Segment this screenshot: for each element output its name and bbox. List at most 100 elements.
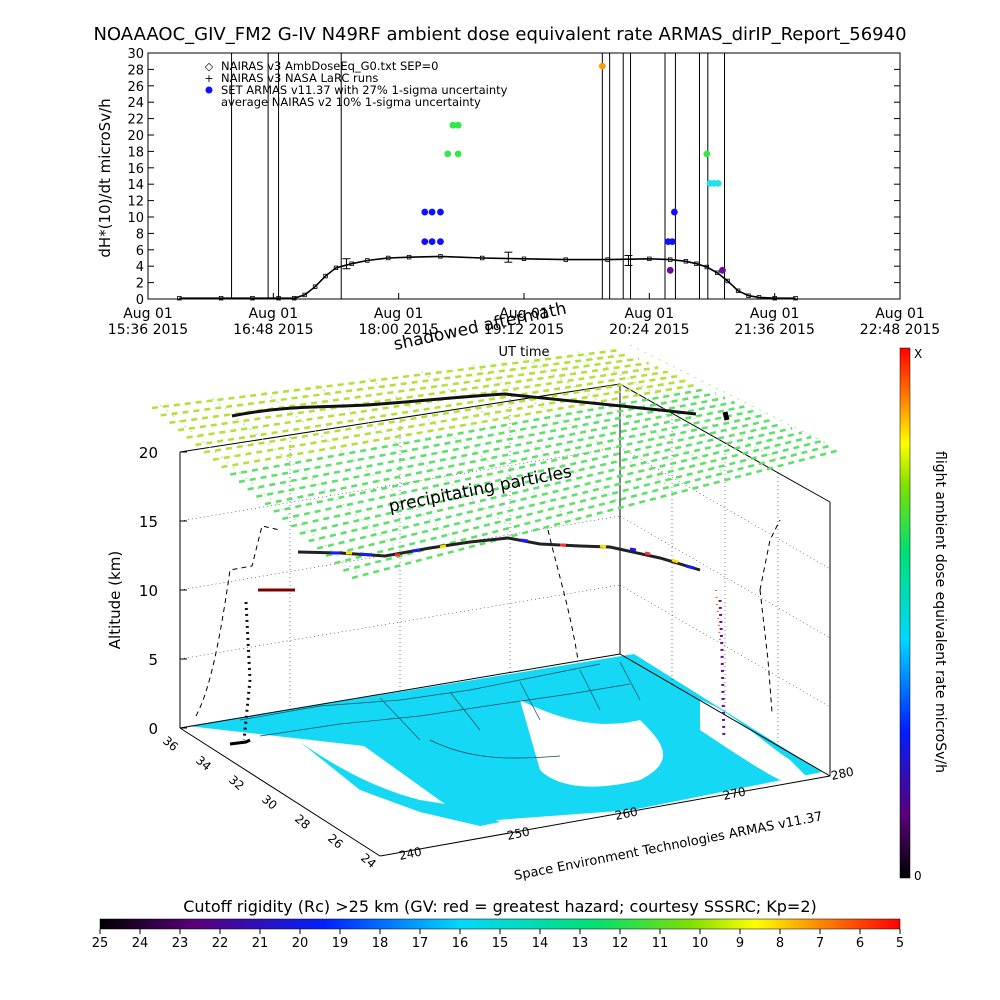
- mesh-line: [212, 379, 688, 462]
- state-borders: [239, 661, 641, 759]
- rc-colorbar-title: Cutoff rigidity (Rc) >25 km (GV: red = g…: [183, 897, 817, 916]
- y-tick-label: 18: [127, 145, 144, 160]
- rc-tick-label: 9: [736, 936, 744, 951]
- mesh-line: [195, 370, 669, 447]
- dose-colorbar-strip: [899, 347, 911, 879]
- longitude-tick-label: 240: [398, 844, 423, 862]
- rc-colorbar-strip: [99, 918, 901, 930]
- y-tick-label: 16: [127, 162, 144, 177]
- atlantic-water: [700, 700, 810, 780]
- y-tick-label: 10: [127, 211, 144, 226]
- armas-point: [421, 208, 429, 216]
- longitude-tick-label: 250: [506, 824, 531, 842]
- armas-point: [444, 150, 452, 158]
- armas-point: [671, 208, 678, 216]
- x-tick-label-time: 15:36 2015: [108, 322, 188, 338]
- flight-segment-lines: [231, 53, 726, 299]
- nairas-point: [683, 259, 689, 264]
- nairas-point: [302, 292, 307, 298]
- longitude-tick-label: 270: [722, 784, 747, 802]
- latitude-tick-label: 34: [193, 753, 214, 774]
- armas-point: [421, 238, 429, 246]
- mesh-cross-line: [577, 351, 778, 460]
- nairas-point: [386, 255, 391, 261]
- armas-point: [598, 62, 606, 70]
- armas-point: [719, 266, 726, 274]
- particle-mesh: [151, 344, 841, 580]
- trajectory-3d-panel: shadowed aftermath precipitating particl…: [106, 299, 855, 884]
- credit-text: Space Environment Technologies ARMAS v11…: [513, 809, 824, 884]
- rc-tick-label: 11: [652, 936, 669, 951]
- rc-tick-label: 12: [612, 936, 629, 951]
- rc-tick-label: 13: [572, 936, 589, 951]
- nairas-point: [725, 278, 730, 284]
- mesh-line: [351, 448, 841, 580]
- armas-point: [437, 238, 444, 246]
- armas-point: [714, 179, 722, 187]
- armas-point: [666, 266, 674, 274]
- flight-track-projection: [231, 392, 697, 418]
- legend-symbol: [205, 86, 213, 94]
- rc-tick-label: 6: [856, 936, 864, 951]
- nairas-point: [406, 254, 412, 260]
- mesh-line: [264, 405, 745, 506]
- altitude-ticks: 0 5 10 15 20: [139, 444, 187, 738]
- latitude-tick-label: 28: [292, 812, 313, 833]
- nairas-point: [276, 295, 281, 301]
- rc-tick-label: 18: [372, 936, 389, 951]
- x-tick-label-date: Aug 01: [123, 306, 173, 322]
- x-tick-label-date: Aug 01: [374, 306, 424, 322]
- rc-colorbar-ticks: 25 24 23 22 21 20 19 18 17 16 15 14 13 12 11 10 9 8 7 6 5: [92, 929, 904, 951]
- x-tick-label-date: Aug 01: [750, 306, 800, 322]
- nairas-point: [480, 255, 485, 261]
- mesh-cross-line: [525, 357, 726, 475]
- nairas-point: [365, 258, 370, 263]
- dose-colorbar-top: X: [914, 347, 922, 361]
- mesh-cross-line: [316, 384, 517, 532]
- rc-tick-label: 21: [252, 936, 269, 951]
- y-tick-label: 12: [127, 195, 144, 210]
- mesh-line: [342, 444, 831, 572]
- rc-tick-label: 24: [132, 936, 149, 951]
- nairas-point: [250, 295, 255, 301]
- mesh-line: [186, 366, 659, 439]
- mesh-line: [256, 400, 736, 498]
- legend-label: NAIRAS v3 AmbDoseEq_G0.txt SEP=0: [221, 59, 438, 73]
- rc-tick-label: 7: [816, 936, 824, 951]
- dose-colorbar-label: flight ambient dose equivalent rate micr…: [932, 451, 948, 773]
- x-tick-label-date: Aug 01: [875, 306, 925, 322]
- y-tick-label: 0: [136, 293, 144, 308]
- y-tick-label: 14: [127, 178, 144, 193]
- top-y-axis-label: dH*(10)/dt microSv/h: [96, 98, 114, 257]
- nairas-point: [521, 256, 527, 262]
- rc-tick-label: 19: [332, 936, 349, 951]
- nairas-point: [177, 295, 182, 301]
- latitude-tick-label: 36: [160, 734, 181, 755]
- mesh-cross-line: [211, 398, 413, 561]
- rc-tick-label: 17: [412, 936, 429, 951]
- nairas-point: [668, 257, 673, 262]
- armas-point: [428, 208, 436, 216]
- y-tick-label: 2: [136, 277, 144, 292]
- nairas-point: [218, 295, 224, 301]
- chart-title: NOAAAOC_GIV_FM2 G-IV N49RF ambient dose …: [93, 24, 906, 45]
- y-tick-label: 6: [136, 244, 144, 259]
- dose-colorbar-bottom: 0: [914, 869, 922, 883]
- longitude-tick-label: 260: [614, 804, 639, 822]
- armas-point: [703, 150, 711, 158]
- rc-colorbar: Cutoff rigidity (Rc) >25 km (GV: red = g…: [92, 897, 904, 951]
- nairas-point: [438, 254, 443, 259]
- y-tick-label: 30: [127, 47, 144, 62]
- nairas-point: [704, 264, 709, 270]
- armas-point: [437, 208, 444, 216]
- top-legend: ◇ NAIRAS v3 AmbDoseEq_G0.txt SEP=0 + NAIRAS…: [204, 59, 507, 109]
- x-tick-label-time: 20:24 2015: [609, 322, 689, 338]
- x-tick-label-time: 18:00 2015: [358, 322, 438, 338]
- x-tick-label-date: Aug 01: [625, 306, 675, 322]
- mesh-line: [316, 431, 803, 550]
- y-tick-label: 22: [127, 113, 144, 128]
- nairas-point: [746, 293, 751, 298]
